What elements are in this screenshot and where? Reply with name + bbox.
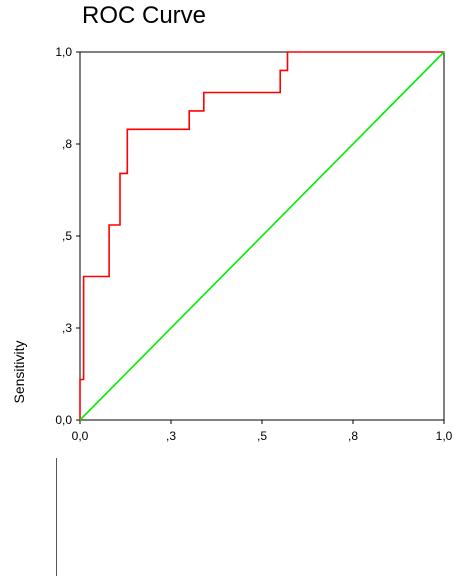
x-tick-label: 0,0 (72, 429, 89, 443)
roc-curve-line (79, 51, 444, 420)
y-axis-ticks: 0,0 ,3 ,5 ,8 1,0 (55, 45, 80, 427)
y-axis-title: Sensitivity (11, 340, 27, 403)
y-tick-label: 0,0 (55, 413, 72, 427)
y-tick-label: ,5 (62, 229, 72, 243)
x-tick-label: ,5 (257, 429, 267, 443)
y-tick-label: 1,0 (55, 45, 72, 59)
x-tick-label: ,8 (348, 429, 358, 443)
x-tick-label: ,3 (166, 429, 176, 443)
x-axis-ticks: 0,0 ,3 ,5 ,8 1,0 (72, 420, 453, 443)
reference-diagonal-line (79, 51, 445, 421)
divider-line (56, 458, 57, 576)
series-layer (79, 51, 445, 421)
chart-title: ROC Curve (82, 2, 207, 29)
x-tick-label: 1,0 (436, 429, 453, 443)
y-tick-label: ,8 (62, 137, 72, 151)
y-tick-label: ,3 (62, 321, 72, 335)
